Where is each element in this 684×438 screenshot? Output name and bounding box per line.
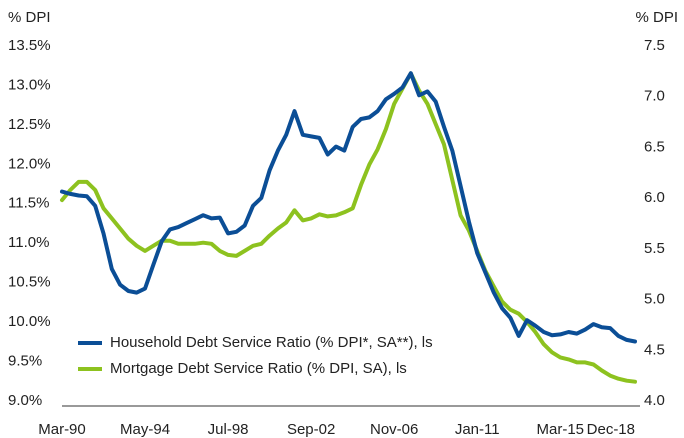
y2-tick-label: 5.5 xyxy=(644,240,665,257)
y-tick-label: 9.0% xyxy=(8,392,42,409)
y2-tick-label: 6.0 xyxy=(644,189,665,206)
x-tick-label: Sep-02 xyxy=(287,421,335,438)
x-tick-label: Mar-15 xyxy=(537,421,585,438)
y2-tick-label: 7.5 xyxy=(644,37,665,54)
series-line xyxy=(60,71,637,344)
y-tick-label: 12.0% xyxy=(8,155,51,172)
y-tick-label: 13.5% xyxy=(8,37,51,54)
y-tick-label: 9.5% xyxy=(8,353,42,370)
y2-tick-label: 6.5 xyxy=(644,138,665,155)
y-tick-label: 12.5% xyxy=(8,116,51,133)
y2-tick-label: 7.0 xyxy=(644,88,665,105)
x-tick-label: May-94 xyxy=(120,421,170,438)
x-tick-label: Dec-18 xyxy=(587,421,635,438)
x-tick-label: Jul-98 xyxy=(208,421,249,438)
y2-tick-label: 5.0 xyxy=(644,291,665,308)
x-tick-label: Nov-06 xyxy=(370,421,418,438)
y-axis-title: % DPI xyxy=(8,9,51,26)
y-tick-label: 13.0% xyxy=(8,76,51,93)
y-tick-label: 11.0% xyxy=(8,234,49,251)
y2-tick-label: 4.5 xyxy=(644,341,665,358)
x-tick-label: Jan-11 xyxy=(455,421,500,438)
y-tick-label: 11.5% xyxy=(8,195,49,212)
series-line xyxy=(60,71,637,384)
y-tick-label: 10.5% xyxy=(8,274,51,291)
legend-label: Household Debt Service Ratio (% DPI*, SA… xyxy=(110,334,433,351)
y-tick-label: 10.0% xyxy=(8,313,51,330)
y2-axis-title: % DPI xyxy=(635,9,678,26)
x-tick-label: Mar-90 xyxy=(38,421,86,438)
legend-label: Mortgage Debt Service Ratio (% DPI, SA),… xyxy=(110,360,407,377)
y2-tick-label: 4.0 xyxy=(644,392,665,409)
